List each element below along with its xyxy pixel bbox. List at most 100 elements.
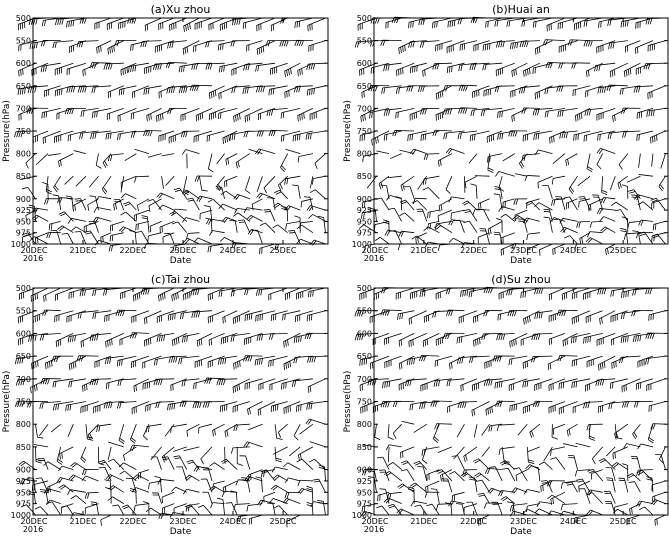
x-tick-label: 23DEC (510, 246, 537, 255)
wind-barb-feather (74, 198, 81, 200)
wind-barb (410, 62, 427, 68)
wind-barb-feather (257, 149, 262, 155)
y-tick-label: 975 (16, 500, 31, 509)
wind-barb-feather (485, 379, 489, 386)
wind-barb-feather (132, 131, 136, 138)
wind-barb-feather (21, 88, 24, 95)
wind-barb (614, 503, 628, 508)
wind-barb-feather (484, 44, 487, 51)
wind-barb-feather (283, 341, 285, 348)
wind-barb (498, 333, 515, 335)
wind-barb-feather (659, 184, 665, 190)
wind-barb-feather (573, 517, 576, 524)
wind-barb-feather (407, 380, 410, 387)
wind-barb (620, 355, 641, 358)
wind-barb-feather (244, 289, 247, 296)
wind-barb-feather (119, 402, 122, 409)
wind-barb-feather (525, 464, 531, 470)
wind-barb (107, 17, 124, 25)
wind-barb-feather (647, 63, 651, 70)
wind-barb-feather (608, 85, 612, 91)
wind-barb (460, 107, 478, 109)
wind-barb (448, 309, 465, 312)
wind-barb (640, 443, 654, 448)
wind-barb-feather (599, 318, 601, 325)
wind-barb-feather (41, 112, 43, 119)
wind-barb-feather (263, 470, 265, 478)
wind-barb (268, 355, 288, 362)
wind-barb (30, 287, 49, 297)
wind-barb-feather (469, 478, 476, 481)
wind-barb (81, 287, 99, 291)
wind-barb (162, 232, 175, 238)
wind-barb (308, 62, 326, 65)
x-year-label: 2016 (364, 525, 384, 534)
wind-barb (562, 333, 578, 341)
wind-barb-feather (299, 488, 305, 495)
wind-barb-feather (39, 334, 43, 341)
wind-barb-feather (28, 491, 35, 494)
wind-barb-feather (382, 40, 386, 46)
wind-barb-feather (258, 334, 261, 341)
wind-barb-feather (609, 132, 612, 139)
wind-barb-feather (278, 432, 282, 438)
wind-barb (221, 333, 238, 339)
wind-barb (80, 401, 99, 408)
wind-barb-feather (448, 380, 451, 387)
wind-barb-feather (223, 65, 225, 72)
wind-barb-feather (132, 474, 138, 480)
wind-barb-feather (284, 498, 290, 505)
wind-barb-feather (385, 472, 392, 477)
wind-barb-feather (587, 238, 593, 244)
wind-barb-feather (28, 19, 31, 26)
wind-barb (245, 176, 251, 191)
wind-barb (156, 456, 162, 470)
wind-barb-feather (419, 108, 423, 115)
wind-barb-feather (437, 244, 441, 251)
wind-barb (424, 175, 440, 180)
wind-barb-feather (400, 362, 403, 369)
panel-title: (d)Su zhou (491, 273, 550, 286)
wind-barb-feather (535, 21, 537, 28)
wind-barb-feather (43, 461, 49, 466)
wind-barb-feather (169, 210, 175, 215)
wind-barb (245, 310, 263, 316)
wind-barb (69, 378, 87, 382)
wind-barb-feather (212, 91, 215, 98)
chart-panel-d: (d)Su zhou500550600650700750800850900925… (343, 273, 669, 537)
wind-barb-feather (471, 410, 474, 417)
wind-barb (609, 176, 616, 191)
wind-barb-feather (419, 41, 423, 48)
wind-barb-feather (411, 200, 418, 204)
wind-barb-feather (600, 459, 606, 464)
x-tick-label: 25DEC (270, 246, 297, 255)
wind-barb-feather (35, 461, 42, 464)
wind-barb-feather (478, 519, 480, 526)
wind-barb-feather (56, 477, 61, 483)
wind-barb (523, 130, 540, 136)
wind-barb-feather (167, 62, 171, 69)
wind-barb-feather (94, 132, 97, 139)
wind-barb-feather (629, 508, 631, 515)
wind-barb-feather (59, 197, 63, 204)
wind-barb (207, 130, 225, 137)
wind-barb (91, 130, 112, 134)
wind-barb-feather (207, 63, 211, 70)
y-tick-label: 550 (16, 37, 31, 46)
wind-barb-feather (72, 86, 76, 93)
wind-barb-feather (470, 17, 474, 24)
wind-barb-feather (487, 487, 492, 493)
wind-barb (158, 130, 175, 137)
wind-barb-feather (362, 469, 365, 476)
wind-barb (206, 478, 213, 493)
wind-barb-feather (170, 356, 174, 363)
wind-barb (73, 512, 87, 516)
wind-barb-feather (28, 335, 30, 342)
wind-barb (468, 209, 478, 222)
wind-barb-feather (596, 208, 601, 215)
wind-barb (42, 62, 61, 67)
wind-barb-feather (90, 501, 97, 504)
wind-barb (408, 130, 427, 136)
wind-barb-feather (627, 335, 629, 342)
wind-barb-feather (599, 379, 602, 386)
